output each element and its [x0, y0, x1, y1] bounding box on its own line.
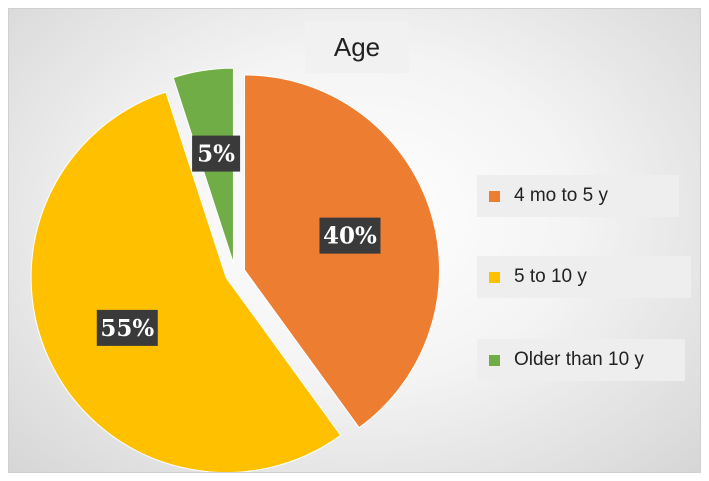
legend-label-1: 5 to 10 y	[514, 266, 587, 287]
legend-item-1: 5 to 10 y	[477, 256, 691, 298]
pie-chart: 40% 55% 5%	[30, 67, 441, 472]
pie-slices	[30, 67, 441, 472]
chart-frame: Age 40% 55% 5% 4 mo to 5 y 5 to 10 y Older…	[8, 8, 701, 473]
data-label-box-2	[192, 135, 241, 172]
legend-item-2: Older than 10 y	[477, 339, 685, 381]
legend-item-0: 4 mo to 5 y	[477, 175, 679, 217]
pie-data-labels: 40% 55% 5%	[96, 135, 381, 346]
data-label-2: 5%	[192, 135, 241, 172]
legend-swatch-2	[489, 354, 500, 366]
data-label-0: 40%	[319, 217, 381, 254]
legend-label-0: 4 mo to 5 y	[514, 185, 608, 206]
chart-title: Age	[305, 21, 409, 73]
data-label-box-0	[319, 217, 381, 254]
data-label-text-0: 40%	[323, 223, 377, 250]
legend-swatch-1	[489, 271, 500, 283]
pie-slice-1	[30, 91, 342, 472]
data-label-1: 55%	[96, 309, 158, 346]
data-label-text-1: 55%	[100, 315, 154, 342]
legend-swatch-0	[489, 190, 500, 202]
legend-label-2: Older than 10 y	[514, 349, 644, 370]
data-label-text-2: 5%	[197, 141, 235, 168]
chart-title-text: Age	[333, 31, 381, 62]
data-label-box-1	[96, 309, 158, 346]
